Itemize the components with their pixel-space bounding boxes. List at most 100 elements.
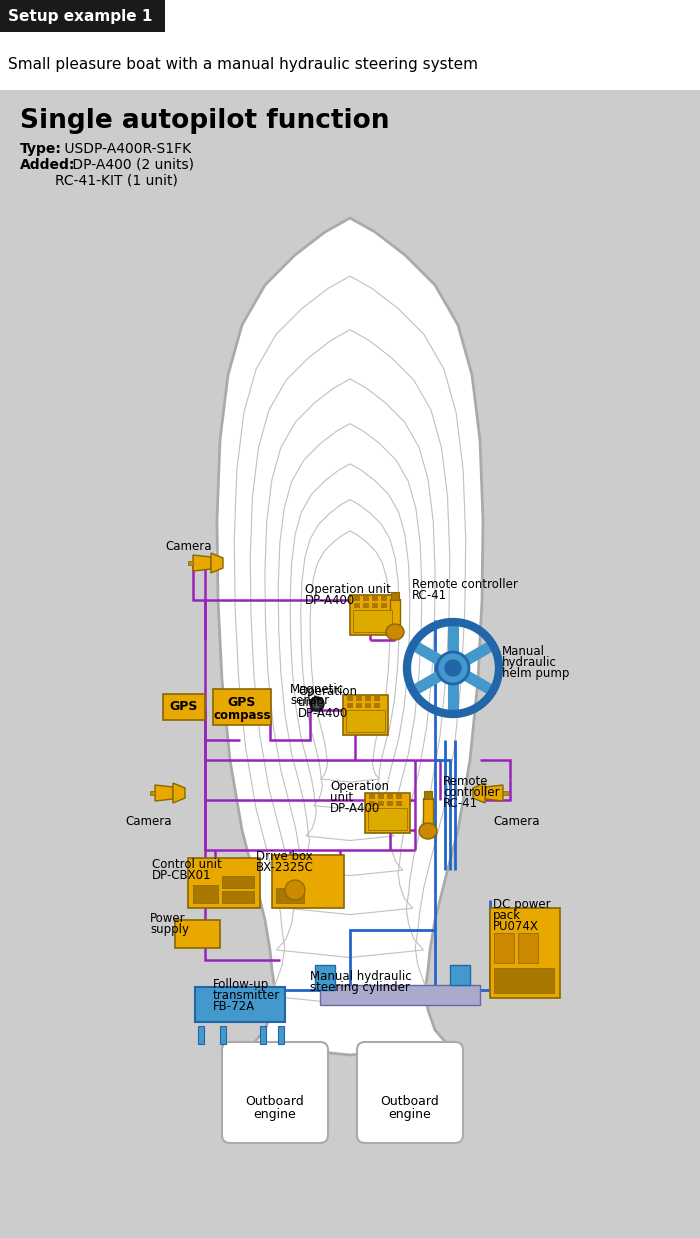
Bar bbox=[0, 0, 700, 90]
Bar bbox=[315, 964, 335, 990]
Bar bbox=[365, 696, 371, 701]
Bar bbox=[369, 801, 375, 806]
Bar bbox=[391, 592, 399, 600]
Text: USDP-A400R-S1FK: USDP-A400R-S1FK bbox=[60, 142, 191, 156]
Circle shape bbox=[437, 652, 469, 685]
Text: transmitter: transmitter bbox=[213, 989, 280, 1002]
Bar bbox=[213, 992, 273, 1023]
Bar bbox=[381, 595, 387, 600]
Bar bbox=[374, 703, 380, 708]
Polygon shape bbox=[211, 553, 223, 573]
Bar bbox=[423, 799, 433, 828]
Bar bbox=[150, 791, 155, 795]
Circle shape bbox=[310, 697, 324, 711]
Text: DP-A400: DP-A400 bbox=[305, 594, 355, 607]
Text: BX-2325C: BX-2325C bbox=[256, 860, 314, 874]
Bar bbox=[363, 603, 369, 608]
Text: Small pleasure boat with a manual hydraulic steering system: Small pleasure boat with a manual hydrau… bbox=[8, 57, 478, 73]
Bar bbox=[163, 695, 205, 721]
Text: Follow-up: Follow-up bbox=[213, 978, 270, 990]
Polygon shape bbox=[173, 782, 185, 803]
Polygon shape bbox=[485, 785, 503, 801]
Text: Drive box: Drive box bbox=[256, 851, 313, 863]
Text: GPS: GPS bbox=[170, 701, 198, 713]
Bar bbox=[424, 791, 432, 799]
Bar bbox=[354, 603, 360, 608]
Bar bbox=[372, 603, 378, 608]
Bar bbox=[354, 595, 360, 600]
Text: hydraulic: hydraulic bbox=[502, 656, 557, 669]
Text: Operation: Operation bbox=[298, 685, 357, 698]
Text: GPS: GPS bbox=[228, 696, 256, 708]
Text: RC-41-KIT (1 unit): RC-41-KIT (1 unit) bbox=[20, 175, 178, 188]
Bar bbox=[276, 888, 304, 903]
Bar bbox=[353, 610, 392, 633]
Text: Power: Power bbox=[150, 912, 186, 925]
Text: helm pump: helm pump bbox=[502, 667, 569, 680]
Bar bbox=[356, 696, 362, 701]
Bar bbox=[378, 794, 384, 799]
Bar bbox=[369, 794, 375, 799]
Bar bbox=[320, 985, 480, 1005]
Text: supply: supply bbox=[150, 924, 189, 936]
Bar bbox=[188, 561, 193, 565]
Bar bbox=[222, 877, 254, 888]
Bar bbox=[213, 690, 271, 725]
Bar bbox=[396, 794, 402, 799]
Text: Outboard: Outboard bbox=[246, 1094, 304, 1108]
Text: Camera: Camera bbox=[165, 540, 211, 553]
Text: steering cylinder: steering cylinder bbox=[310, 980, 410, 994]
Bar bbox=[396, 801, 402, 806]
Text: DC power: DC power bbox=[493, 898, 551, 911]
Bar bbox=[494, 968, 554, 993]
Text: Outboard: Outboard bbox=[381, 1094, 440, 1108]
Bar bbox=[347, 696, 353, 701]
Bar bbox=[195, 987, 285, 1023]
Bar bbox=[0, 0, 165, 32]
FancyBboxPatch shape bbox=[222, 1042, 328, 1143]
Bar bbox=[346, 711, 385, 732]
Bar bbox=[503, 791, 508, 795]
Text: controller: controller bbox=[443, 786, 500, 799]
Bar bbox=[220, 1026, 226, 1044]
Bar bbox=[363, 595, 369, 600]
Bar bbox=[175, 920, 220, 948]
Bar bbox=[343, 695, 388, 735]
Ellipse shape bbox=[386, 624, 404, 640]
Text: Added:: Added: bbox=[20, 158, 76, 172]
Bar bbox=[381, 603, 387, 608]
Text: RC-41: RC-41 bbox=[412, 589, 447, 602]
Text: Remote: Remote bbox=[443, 775, 489, 789]
Text: Camera: Camera bbox=[125, 815, 172, 828]
Text: sensor: sensor bbox=[290, 695, 329, 707]
Text: Control unit: Control unit bbox=[152, 858, 222, 872]
FancyBboxPatch shape bbox=[357, 1042, 463, 1143]
Text: engine: engine bbox=[389, 1108, 431, 1120]
Bar bbox=[387, 801, 393, 806]
Circle shape bbox=[445, 660, 461, 676]
Text: Manual: Manual bbox=[502, 645, 545, 659]
Text: engine: engine bbox=[253, 1108, 296, 1120]
Text: Camera: Camera bbox=[493, 815, 540, 828]
Text: RC-41: RC-41 bbox=[443, 797, 478, 810]
Bar bbox=[390, 599, 400, 629]
Text: Operation unit: Operation unit bbox=[305, 583, 391, 595]
Bar bbox=[518, 933, 538, 963]
Bar bbox=[490, 907, 560, 998]
Bar bbox=[378, 801, 384, 806]
Bar bbox=[188, 858, 260, 907]
Text: Setup example 1: Setup example 1 bbox=[8, 9, 153, 24]
Text: Manual hydraulic: Manual hydraulic bbox=[310, 971, 412, 983]
Bar bbox=[272, 855, 344, 907]
Bar bbox=[260, 1026, 266, 1044]
Polygon shape bbox=[217, 218, 483, 1055]
Polygon shape bbox=[193, 555, 211, 571]
Bar bbox=[365, 794, 410, 833]
Text: Single autopilot function: Single autopilot function bbox=[20, 108, 389, 134]
Bar bbox=[494, 933, 514, 963]
Polygon shape bbox=[155, 785, 173, 801]
Text: PU074X: PU074X bbox=[493, 920, 539, 933]
Text: DP-A400: DP-A400 bbox=[298, 707, 349, 721]
Text: DP-CBX01: DP-CBX01 bbox=[152, 869, 211, 881]
Text: Magnetic: Magnetic bbox=[290, 683, 344, 696]
